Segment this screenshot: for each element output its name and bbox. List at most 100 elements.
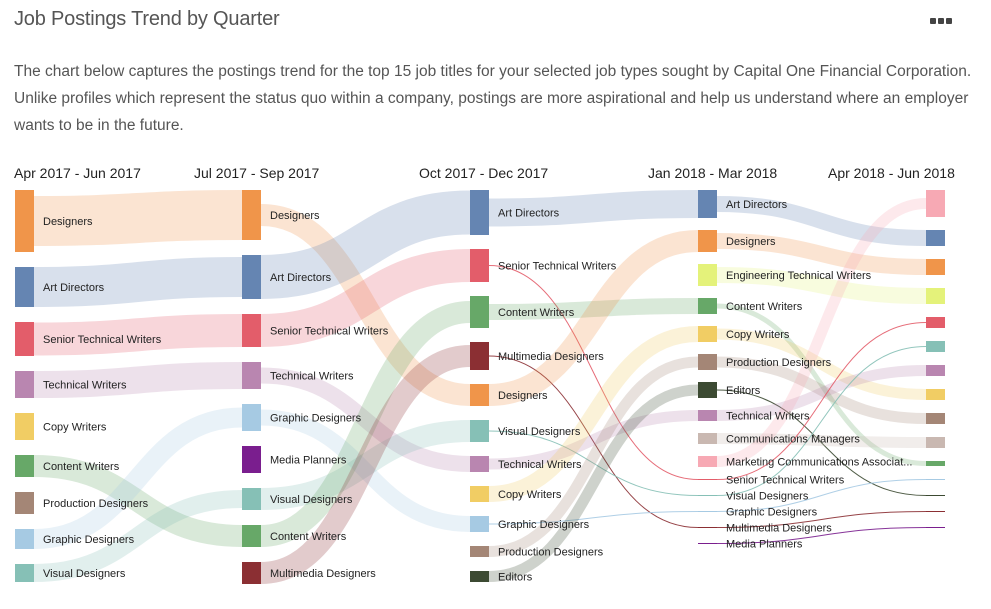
flow-production-designers-q4[interactable] [716, 356, 927, 424]
flow-content-writers-q3[interactable] [488, 298, 699, 320]
node-q4-marketing-communications-associat[interactable] [698, 456, 717, 467]
flow-art-directors-q4[interactable] [716, 196, 927, 246]
flow-technical-writers-q3[interactable] [488, 410, 699, 470]
node-q5-senior-technical-writers[interactable] [926, 317, 945, 328]
node-q5-editors[interactable] [926, 495, 945, 496]
flow-content-writers-q2[interactable] [260, 301, 471, 547]
node-q5-graphic-designers[interactable] [926, 479, 945, 480]
more-dots-icon[interactable] [930, 14, 958, 28]
node-q5-designers[interactable] [926, 259, 945, 275]
flow-editors-q3[interactable] [488, 384, 699, 582]
flow-senior-technical-writers-q1[interactable] [33, 314, 243, 356]
node-q5-marketing-communications-associat[interactable] [926, 190, 945, 217]
flow-production-designers-q3[interactable] [488, 356, 699, 557]
node-q3-technical-writers[interactable] [470, 456, 489, 472]
flow-designers-q3[interactable] [488, 230, 699, 406]
flow-senior-technical-writers-q3[interactable] [488, 265, 699, 480]
node-q1-graphic-designers[interactable] [15, 529, 34, 549]
flow-designers-q4[interactable] [716, 233, 927, 275]
node-q4-copy-writers[interactable] [698, 326, 717, 342]
node-q4-art-directors[interactable] [698, 190, 717, 218]
flow-visual-designers-q3[interactable] [488, 430, 699, 496]
node-q4-editors[interactable] [698, 382, 717, 398]
node-q4-content-writers[interactable] [698, 298, 717, 314]
flow-media-planners-q4[interactable] [716, 527, 927, 544]
node-q3-graphic-designers[interactable] [470, 516, 489, 532]
node-q1-content-writers[interactable] [15, 455, 34, 477]
node-q3-editors[interactable] [470, 571, 489, 582]
node-q3-visual-designers[interactable] [470, 420, 489, 442]
flow-designers-q2[interactable] [260, 204, 471, 406]
flow-copy-writers-q3[interactable] [488, 326, 699, 502]
flow-visual-designers-q4[interactable] [716, 346, 927, 496]
node-q2-senior-technical-writers[interactable] [242, 314, 261, 347]
flow-graphic-designers-q3[interactable] [488, 511, 699, 525]
flow-art-directors-q2[interactable] [260, 190, 471, 299]
flow-multimedia-designers-q2[interactable] [260, 345, 471, 584]
flow-content-writers-q4[interactable] [716, 303, 927, 466]
node-q5-art-directors[interactable] [926, 230, 945, 246]
flow-visual-designers-q2[interactable] [260, 420, 471, 510]
node-q1-production-designers[interactable] [15, 492, 34, 514]
node-q5-media-planners[interactable] [926, 527, 945, 528]
flow-technical-writers-q1[interactable] [33, 362, 243, 398]
node-q2-graphic-designers[interactable] [242, 404, 261, 431]
flow-copy-writers-q4[interactable] [716, 328, 927, 400]
node-q5-engineering-technical-writers[interactable] [926, 288, 945, 304]
node-q4-visual-designers[interactable] [698, 495, 717, 496]
node-q5-content-writers[interactable] [926, 461, 945, 466]
flow-graphic-designers-q1[interactable] [33, 407, 243, 549]
node-q5-multimedia-designers[interactable] [926, 511, 945, 512]
node-q4-communications-managers[interactable] [698, 433, 717, 444]
flow-marketing-communications-associat-q4[interactable] [716, 198, 927, 467]
node-q3-multimedia-designers[interactable] [470, 342, 489, 370]
flow-technical-writers-q4[interactable] [716, 365, 927, 421]
node-q5-technical-writers[interactable] [926, 365, 945, 376]
node-q2-art-directors[interactable] [242, 255, 261, 299]
node-q2-technical-writers[interactable] [242, 362, 261, 389]
flow-communications-managers-q4[interactable] [716, 433, 927, 448]
node-q4-media-planners[interactable] [698, 543, 717, 544]
flow-editors-q4[interactable] [716, 389, 927, 496]
flow-technical-writers-q2[interactable] [260, 367, 471, 472]
node-q4-designers[interactable] [698, 230, 717, 252]
node-q5-copy-writers[interactable] [926, 389, 945, 400]
node-q1-art-directors[interactable] [15, 267, 34, 307]
node-q1-designers[interactable] [15, 190, 34, 252]
flow-graphic-designers-q2[interactable] [260, 409, 471, 532]
node-q3-designers[interactable] [470, 384, 489, 406]
flow-visual-designers-q1[interactable] [33, 490, 243, 582]
flow-senior-technical-writers-q2[interactable] [260, 249, 471, 347]
node-q5-production-designers[interactable] [926, 413, 945, 424]
node-q4-senior-technical-writers[interactable] [698, 479, 717, 480]
node-q2-designers[interactable] [242, 190, 261, 240]
node-q1-copy-writers[interactable] [15, 413, 34, 440]
node-q4-production-designers[interactable] [698, 354, 717, 370]
node-q4-multimedia-designers[interactable] [698, 527, 717, 528]
node-q2-visual-designers[interactable] [242, 488, 261, 510]
node-q3-content-writers[interactable] [470, 296, 489, 328]
flow-multimedia-designers-q4[interactable] [716, 511, 927, 528]
node-q3-production-designers[interactable] [470, 546, 489, 557]
node-q3-art-directors[interactable] [470, 190, 489, 235]
flow-graphic-designers-q4[interactable] [716, 479, 927, 512]
flow-senior-technical-writers-q4[interactable] [716, 322, 927, 480]
node-q5-communications-managers[interactable] [926, 437, 945, 448]
node-q2-multimedia-designers[interactable] [242, 562, 261, 584]
node-q4-graphic-designers[interactable] [698, 511, 717, 512]
node-q3-copy-writers[interactable] [470, 486, 489, 502]
flow-designers-q1[interactable] [33, 190, 243, 246]
node-q4-engineering-technical-writers[interactable] [698, 264, 717, 286]
flow-content-writers-q1[interactable] [33, 455, 243, 547]
node-q5-visual-designers[interactable] [926, 341, 945, 352]
node-q3-senior-technical-writers[interactable] [470, 249, 489, 282]
node-q2-media-planners[interactable] [242, 446, 261, 473]
node-q4-technical-writers[interactable] [698, 410, 717, 421]
node-q1-senior-technical-writers[interactable] [15, 322, 34, 356]
flow-engineering-technical-writers-q4[interactable] [716, 267, 927, 304]
flow-multimedia-designers-q3[interactable] [488, 355, 699, 528]
node-q1-visual-designers[interactable] [15, 564, 34, 582]
flow-art-directors-q3[interactable] [488, 190, 699, 227]
node-q2-content-writers[interactable] [242, 525, 261, 547]
flow-art-directors-q1[interactable] [33, 257, 243, 307]
